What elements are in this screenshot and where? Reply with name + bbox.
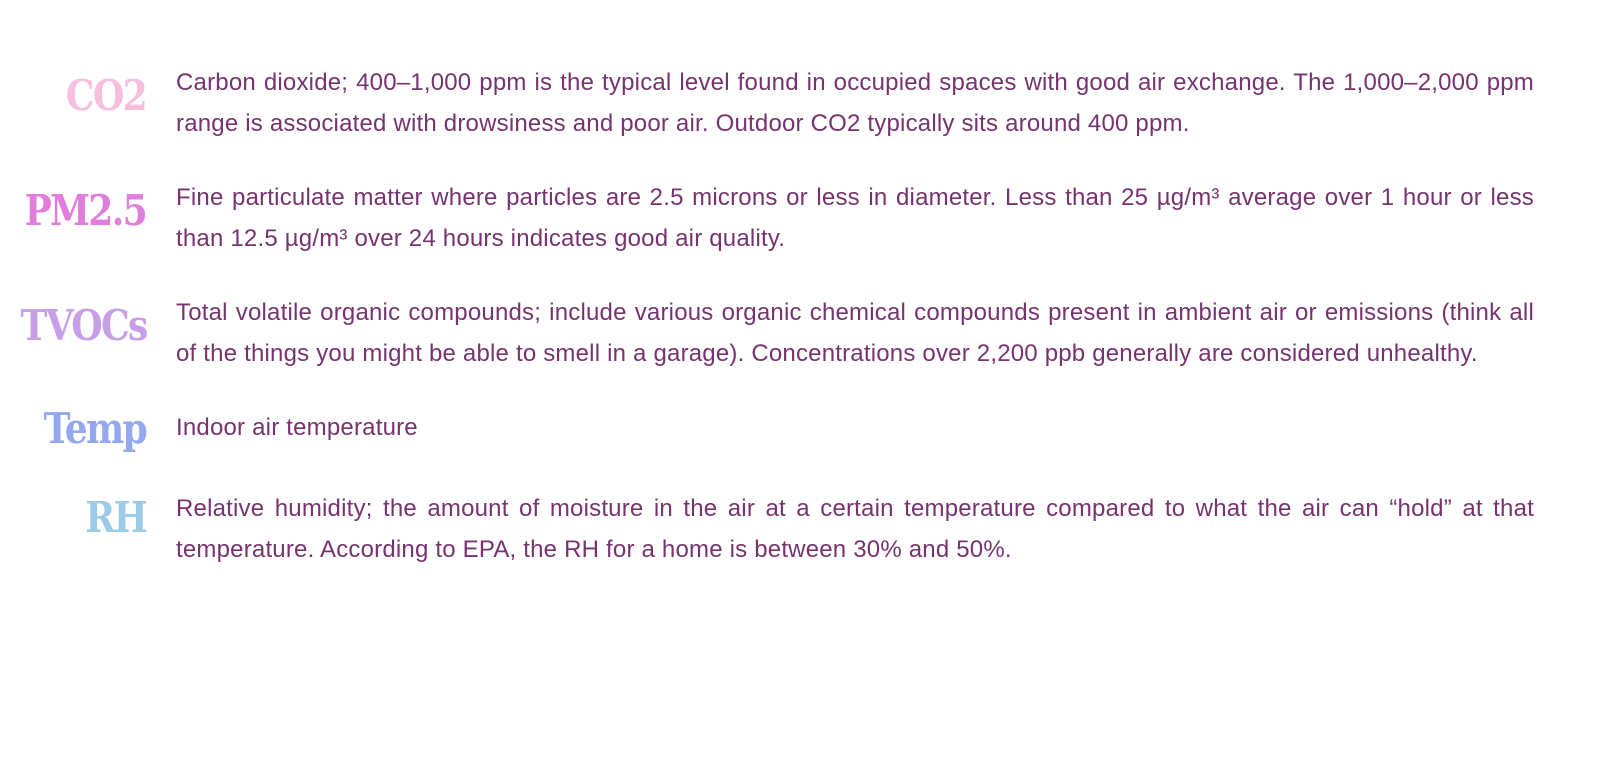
glossary-entry-pm25: PM2.5 Fine particulate matter where part… [0,177,1600,259]
description-tvocs: Total volatile organic compounds; includ… [176,299,1534,367]
term-tvocs: TVOCs [20,301,148,350]
description-co2: Carbon dioxide; 400–1,000 ppm is the typ… [176,69,1534,137]
term-rh: RH [85,493,147,542]
glossary-entry-rh: RH Relative humidity; the amount of mois… [0,488,1600,570]
term-pm25: PM2.5 [24,186,148,235]
glossary-entry-temp: Temp Indoor air temperature [0,404,1600,455]
glossary-entry-co2: CO2 Carbon dioxide; 400–1,000 ppm is the… [0,62,1600,144]
description-pm25: Fine particulate matter where particles … [176,184,1534,252]
glossary-entry-tvocs: TVOCs Total volatile organic compounds; … [0,292,1600,374]
term-co2: CO2 [65,71,148,120]
description-temp: Indoor air temperature [176,414,418,441]
term-temp: Temp [43,404,148,453]
description-rh: Relative humidity; the amount of moistur… [176,495,1534,563]
air-quality-glossary: CO2 Carbon dioxide; 400–1,000 ppm is the… [0,62,1600,603]
